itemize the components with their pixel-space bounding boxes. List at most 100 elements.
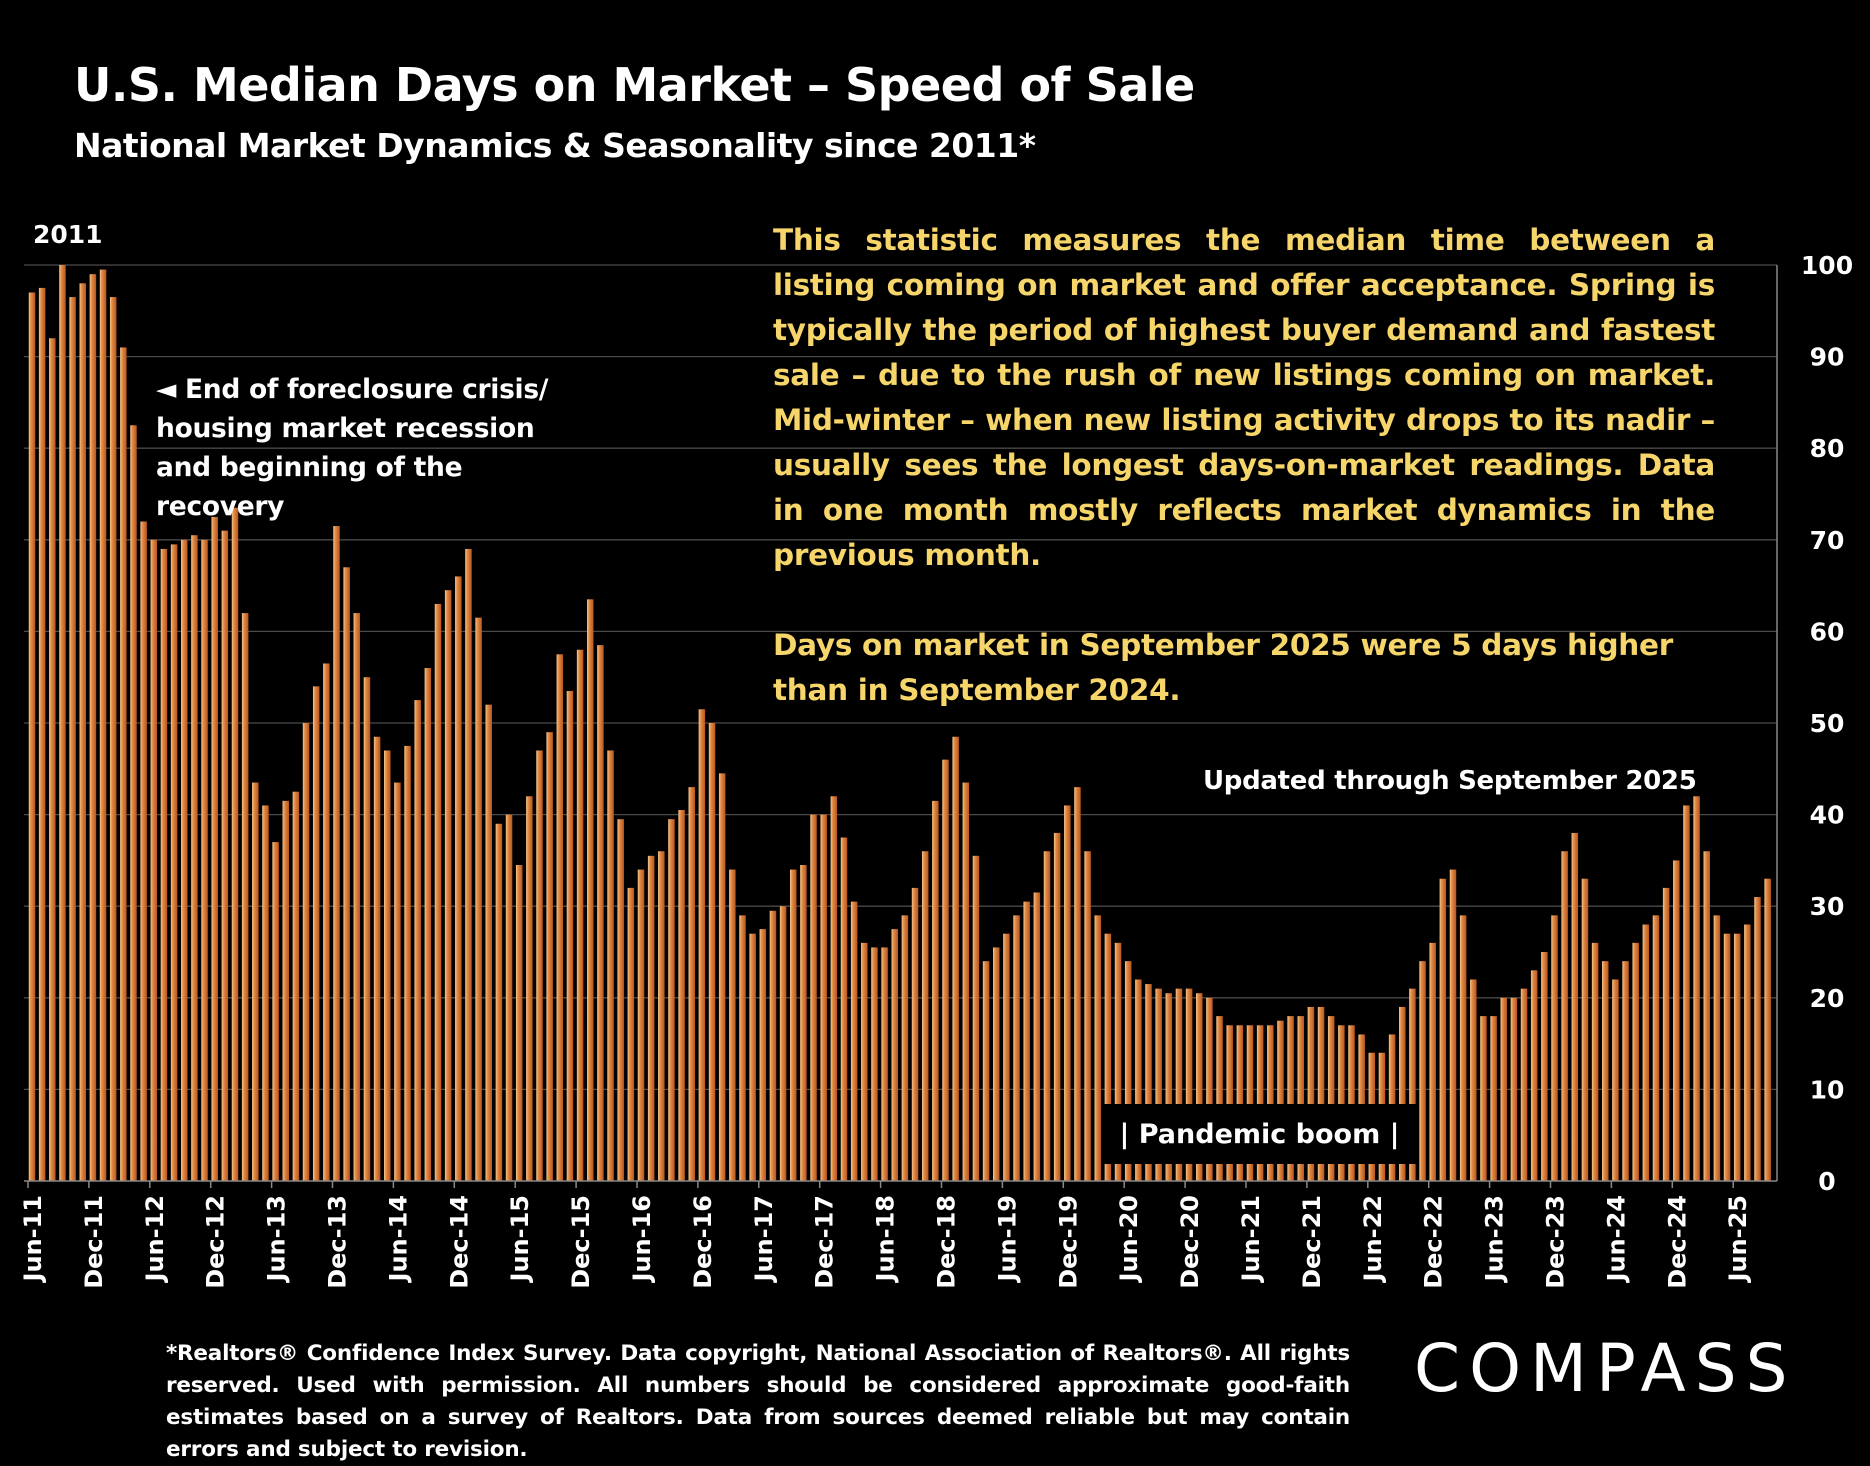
bar-Apr-18: [861, 942, 868, 1181]
bar-Jun-11: [28, 292, 36, 1182]
y-tick-label: 70: [1810, 526, 1845, 555]
bar-Jun-12: [150, 539, 158, 1181]
bar-Jan-19: [952, 736, 959, 1181]
bar-Mar-14: [363, 677, 371, 1181]
bar-Jul-15: [526, 796, 533, 1181]
x-tick-label: Jun-24: [1602, 1195, 1630, 1283]
bar-Sep-20: [1155, 988, 1162, 1181]
x-tick-label: Jun-16: [628, 1195, 656, 1283]
bar-Apr-13: [252, 782, 259, 1181]
bar-Mar-24: [1581, 878, 1589, 1181]
bar-Feb-23: [1449, 869, 1457, 1181]
y-tick-label: 80: [1810, 434, 1845, 463]
bar-Dec-20: [1185, 988, 1193, 1181]
bar-Aug-25: [1754, 897, 1761, 1181]
bar-Mar-16: [607, 750, 614, 1181]
bar-Jan-16: [587, 599, 594, 1181]
bar-Dec-24: [1673, 860, 1680, 1181]
bar-Dec-15: [576, 649, 584, 1181]
bar-Jul-25: [1744, 924, 1751, 1181]
bar-Nov-19: [1053, 832, 1061, 1181]
pandemic-label-text: | Pandemic boom |: [1119, 1118, 1400, 1150]
y-tick-label: 40: [1810, 801, 1845, 830]
x-tick-label: Jun-11: [19, 1195, 47, 1283]
bar-Jul-21: [1256, 1025, 1264, 1181]
bar-Feb-17: [718, 773, 726, 1181]
bar-Apr-20: [1104, 933, 1112, 1181]
recovery-annotation-text: ◄ End of foreclosure crisis/ housing mar…: [156, 374, 549, 522]
bar-Mar-13: [241, 613, 249, 1181]
x-tick-label: Jun-22: [1359, 1195, 1387, 1283]
bar-Aug-13: [292, 791, 300, 1181]
bar-Sep-18: [911, 887, 919, 1181]
bar-Jun-19: [1003, 933, 1010, 1181]
bar-Feb-21: [1206, 997, 1213, 1181]
x-tick-label: Jun-21: [1237, 1195, 1265, 1283]
bar-Jun-14: [394, 782, 401, 1181]
bar-Jul-13: [282, 800, 289, 1181]
bar-Dec-12: [211, 516, 218, 1181]
bar-Dec-18: [942, 759, 949, 1181]
bar-Jul-17: [769, 910, 777, 1181]
y-tick-label: 90: [1810, 343, 1845, 372]
bar-Apr-24: [1591, 942, 1599, 1181]
bar-Jan-22: [1317, 1006, 1325, 1181]
bar-Sep-17: [790, 869, 797, 1181]
bar-Mar-23: [1459, 915, 1467, 1181]
bar-Aug-24: [1632, 942, 1639, 1181]
x-tick-label: Jun-19: [993, 1195, 1021, 1283]
bar-Jun-16: [637, 869, 645, 1181]
bar-Oct-16: [678, 810, 685, 1181]
x-tick-label: Dec-16: [689, 1195, 717, 1289]
bar-Feb-24: [1571, 832, 1579, 1181]
x-tick-label: Dec-13: [324, 1195, 352, 1289]
bar-Dec-16: [698, 709, 706, 1181]
x-tick-label: Jun-14: [384, 1195, 412, 1283]
bar-Aug-16: [658, 851, 665, 1181]
bar-Aug-23: [1510, 997, 1518, 1181]
x-tick-label: Dec-22: [1420, 1195, 1448, 1289]
bar-Apr-17: [739, 915, 746, 1181]
bar-Aug-17: [779, 906, 787, 1181]
bar-Jul-20: [1135, 979, 1142, 1181]
bar-May-14: [384, 750, 391, 1181]
bar-Nov-22: [1419, 961, 1426, 1181]
bar-Oct-18: [921, 851, 929, 1181]
bar-Mar-12: [120, 347, 127, 1181]
bar-Feb-13: [231, 507, 239, 1181]
bar-Jan-12: [99, 269, 107, 1182]
bar-Aug-21: [1267, 1025, 1274, 1181]
bar-Apr-16: [617, 819, 624, 1181]
bar-Jul-16: [647, 855, 655, 1181]
bar-Oct-19: [1043, 851, 1051, 1181]
x-tick-label: Jun-13: [263, 1195, 291, 1283]
bar-May-17: [749, 933, 756, 1181]
bar-Apr-22: [1348, 1025, 1355, 1181]
bar-Oct-12: [191, 535, 198, 1181]
bar-Sep-16: [668, 819, 675, 1181]
bar-Feb-20: [1084, 851, 1091, 1181]
bar-Feb-19: [962, 782, 970, 1181]
bar-May-15: [505, 814, 513, 1181]
bar-Sep-24: [1642, 924, 1650, 1181]
bar-Apr-21: [1226, 1025, 1233, 1181]
bar-Mar-25: [1703, 851, 1710, 1181]
bar-Nov-12: [201, 539, 208, 1181]
x-tick-label: Dec-24: [1663, 1195, 1691, 1289]
bar-Oct-11: [69, 297, 76, 1181]
bar-Dec-11: [89, 274, 97, 1181]
bar-Feb-22: [1327, 1016, 1335, 1181]
bar-Mar-17: [729, 869, 736, 1181]
footer-disclaimer: *Realtors® Confidence Index Survey. Data…: [166, 1341, 1350, 1462]
bar-Jul-24: [1622, 961, 1629, 1181]
bar-Sep-23: [1520, 988, 1528, 1181]
x-tick-label: Dec-14: [445, 1195, 473, 1289]
bar-Aug-19: [1023, 901, 1030, 1181]
bar-Sep-15: [546, 732, 553, 1181]
y-tick-label: 30: [1810, 892, 1845, 921]
bar-May-13: [262, 805, 269, 1181]
bar-Oct-17: [800, 864, 807, 1181]
bar-Jun-25: [1733, 933, 1741, 1181]
chart-title: U.S. Median Days on Market – Speed of Sa…: [74, 58, 1195, 112]
bar-Aug-12: [170, 544, 178, 1181]
